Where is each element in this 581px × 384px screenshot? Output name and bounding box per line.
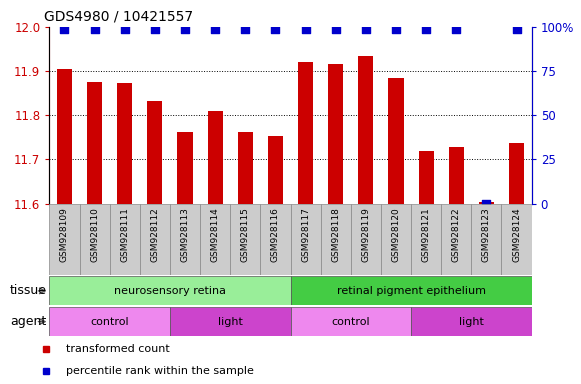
Bar	[298, 62, 313, 204]
Text: GSM928123: GSM928123	[482, 207, 491, 262]
FancyBboxPatch shape	[290, 204, 321, 275]
Point	[90, 26, 99, 32]
FancyBboxPatch shape	[351, 204, 381, 275]
FancyBboxPatch shape	[200, 204, 230, 275]
Bar	[148, 101, 163, 204]
Bar	[449, 147, 464, 204]
Bar	[290, 276, 532, 305]
FancyBboxPatch shape	[321, 204, 351, 275]
Bar	[290, 307, 411, 336]
Text: GSM928114: GSM928114	[211, 207, 220, 262]
Bar	[268, 136, 283, 204]
Point	[331, 26, 340, 32]
Bar	[238, 132, 253, 204]
FancyBboxPatch shape	[170, 204, 200, 275]
Point	[482, 200, 491, 207]
Point	[180, 26, 189, 32]
Text: light: light	[218, 316, 243, 327]
Bar	[411, 307, 532, 336]
Text: GDS4980 / 10421557: GDS4980 / 10421557	[44, 9, 193, 23]
Point	[241, 26, 250, 32]
FancyBboxPatch shape	[441, 204, 471, 275]
Point	[210, 26, 220, 32]
Text: GSM928119: GSM928119	[361, 207, 370, 262]
Bar	[418, 151, 433, 204]
Bar	[389, 78, 404, 204]
Bar	[479, 202, 494, 204]
FancyBboxPatch shape	[411, 204, 441, 275]
Text: GSM928117: GSM928117	[301, 207, 310, 262]
Text: retinal pigment epithelium: retinal pigment epithelium	[336, 286, 486, 296]
Point	[150, 26, 160, 32]
Text: percentile rank within the sample: percentile rank within the sample	[66, 366, 254, 376]
Text: GSM928113: GSM928113	[181, 207, 189, 262]
FancyBboxPatch shape	[110, 204, 140, 275]
Point	[392, 26, 401, 32]
Bar	[117, 83, 132, 204]
FancyBboxPatch shape	[501, 204, 532, 275]
Bar	[49, 276, 290, 305]
Point	[512, 26, 521, 32]
Text: neurosensory retina: neurosensory retina	[114, 286, 226, 296]
Text: GSM928121: GSM928121	[422, 207, 431, 262]
Bar	[49, 307, 170, 336]
Bar	[207, 111, 223, 204]
Text: GSM928118: GSM928118	[331, 207, 340, 262]
Bar	[170, 307, 290, 336]
Text: GSM928122: GSM928122	[452, 207, 461, 262]
FancyBboxPatch shape	[260, 204, 290, 275]
Point	[120, 26, 130, 32]
FancyBboxPatch shape	[140, 204, 170, 275]
Text: GSM928120: GSM928120	[392, 207, 400, 262]
Text: GSM928109: GSM928109	[60, 207, 69, 262]
Point	[301, 26, 310, 32]
Bar	[509, 142, 524, 204]
FancyBboxPatch shape	[80, 204, 110, 275]
FancyBboxPatch shape	[381, 204, 411, 275]
Point	[60, 26, 69, 32]
Text: transformed count: transformed count	[66, 344, 170, 354]
Text: agent: agent	[10, 315, 46, 328]
FancyBboxPatch shape	[49, 204, 80, 275]
Text: tissue: tissue	[9, 285, 46, 297]
Text: control: control	[332, 316, 370, 327]
FancyBboxPatch shape	[230, 204, 260, 275]
Bar	[328, 65, 343, 204]
Point	[421, 26, 431, 32]
Bar	[57, 69, 72, 204]
Bar	[177, 132, 192, 204]
Text: control: control	[91, 316, 129, 327]
Text: GSM928112: GSM928112	[150, 207, 159, 262]
Text: GSM928110: GSM928110	[90, 207, 99, 262]
Text: GSM928124: GSM928124	[512, 207, 521, 262]
Text: GSM928115: GSM928115	[241, 207, 250, 262]
Text: GSM928111: GSM928111	[120, 207, 129, 262]
Text: GSM928116: GSM928116	[271, 207, 280, 262]
Point	[451, 26, 461, 32]
Point	[361, 26, 371, 32]
Text: light: light	[459, 316, 484, 327]
Bar	[358, 56, 374, 204]
Bar	[87, 82, 102, 204]
FancyBboxPatch shape	[471, 204, 501, 275]
Point	[271, 26, 280, 32]
